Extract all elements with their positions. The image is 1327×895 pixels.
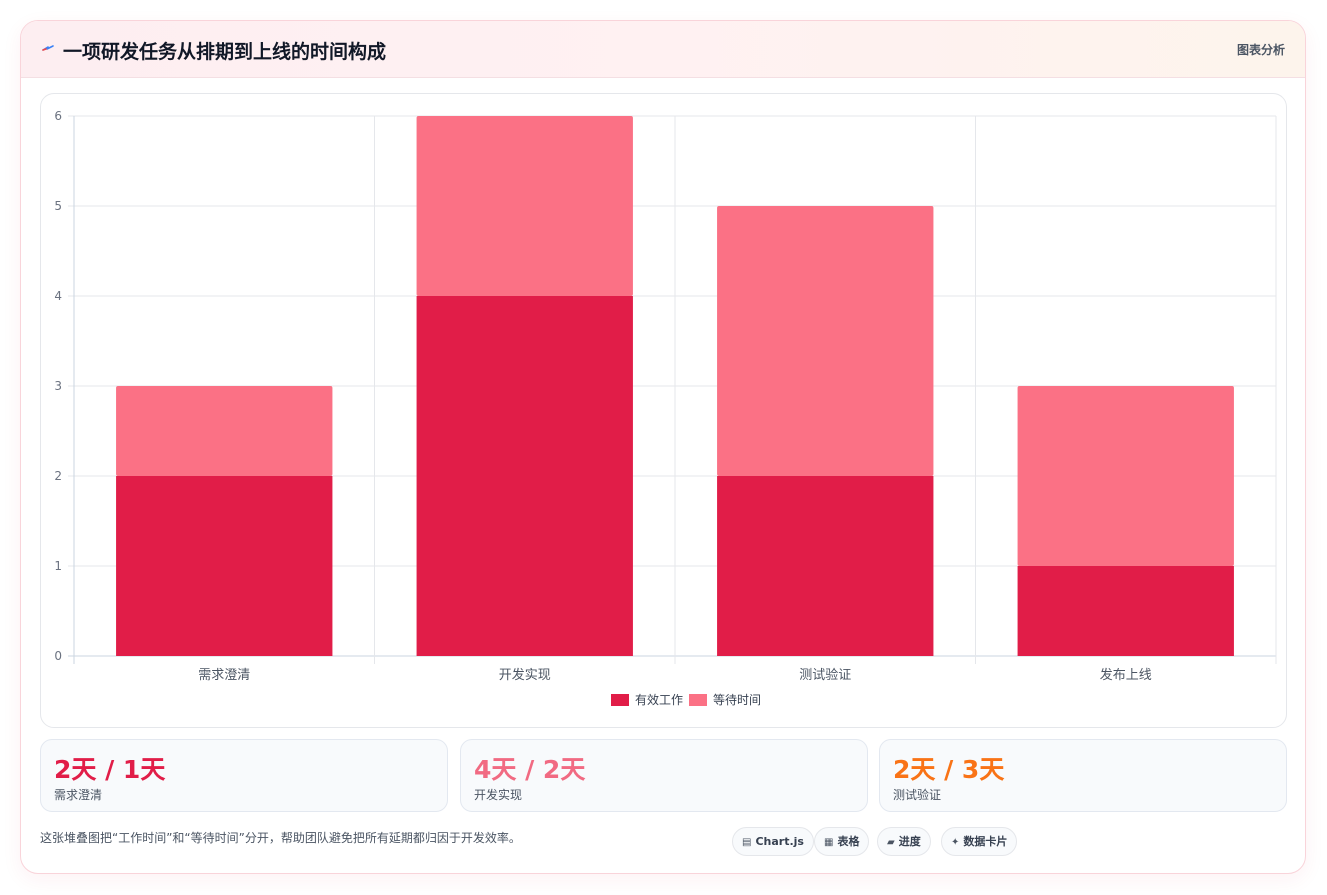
progress-pill-button[interactable]: ▰ 进度	[877, 827, 931, 856]
bar-segment	[416, 296, 633, 656]
chart-analysis-link[interactable]: 图表分析	[1236, 43, 1285, 57]
pill-label: 进度	[898, 835, 921, 848]
table-icon: ▦	[824, 837, 834, 848]
bar-segment	[1017, 566, 1234, 656]
page-title: 一项研发任务从排期到上线的时间构成	[63, 41, 387, 63]
stat-label: 需求澄清	[54, 788, 103, 802]
pill-label: Chart.js	[755, 835, 804, 848]
stat-value: 4天 / 2天	[474, 755, 586, 784]
y-tick-label: 6	[54, 109, 62, 123]
progress-icon: ▰	[887, 837, 895, 848]
legend-swatch	[611, 694, 629, 706]
bar-segment	[717, 476, 934, 656]
bar-segment	[717, 206, 934, 476]
y-tick-label: 2	[54, 469, 62, 483]
stat-card-testing: 2天 / 3天 测试验证	[879, 739, 1287, 812]
legend-label: 有效工作	[635, 692, 683, 707]
x-tick-label: 发布上线	[1100, 667, 1152, 683]
chart-container: 0 1 2 3 4 5 6 需求澄清 开发实现 测试验证 发布上线有效工作 等待时间	[40, 93, 1287, 728]
y-tick-label: 3	[54, 379, 62, 393]
stat-card-requirements: 2天 / 1天 需求澄清	[40, 739, 448, 812]
pill-label: 表格	[837, 835, 860, 848]
pill-label: 数据卡片	[963, 835, 1008, 848]
stat-card-development: 4天 / 2天 开发实现	[460, 739, 868, 812]
footer-note: 这张堆叠图把“工作时间”和“等待时间”分开，帮助团队避免把所有延期都归因于开发效…	[40, 831, 521, 845]
stat-value: 2天 / 3天	[893, 755, 1005, 784]
bar-segment	[416, 116, 633, 296]
stat-value: 2天 / 1天	[54, 755, 166, 784]
chart-card: 一项研发任务从排期到上线的时间构成 图表分析 0 1 2 3 4 5 6 需求澄清 开发实现 测试…	[20, 20, 1306, 874]
y-tick-label: 0	[54, 649, 62, 663]
table-pill-button[interactable]: ▦ 表格	[814, 827, 870, 856]
stat-label: 开发实现	[474, 788, 523, 802]
card-header: 一项研发任务从排期到上线的时间构成 图表分析	[21, 21, 1305, 78]
bar-segment	[116, 476, 333, 656]
lightning-icon	[42, 45, 54, 51]
legend-label: 等待时间	[713, 693, 761, 707]
y-tick-label: 5	[54, 199, 62, 213]
chartjs-pill-button[interactable]: ▤ Chart.js	[732, 827, 814, 856]
bar-segment	[1017, 386, 1234, 566]
x-tick-label: 需求澄清	[198, 668, 250, 683]
x-tick-label: 开发实现	[499, 667, 551, 683]
bar-segment	[116, 386, 333, 476]
y-tick-label: 1	[54, 559, 62, 573]
chart-icon: ▤	[742, 837, 752, 848]
legend-swatch	[689, 694, 707, 706]
sparkle-icon: ✦	[951, 837, 960, 848]
y-tick-label: 4	[54, 289, 62, 303]
x-tick-label: 测试验证	[799, 667, 851, 683]
data-card-pill-button[interactable]: ✦ 数据卡片	[941, 827, 1018, 856]
stat-label: 测试验证	[893, 788, 942, 802]
